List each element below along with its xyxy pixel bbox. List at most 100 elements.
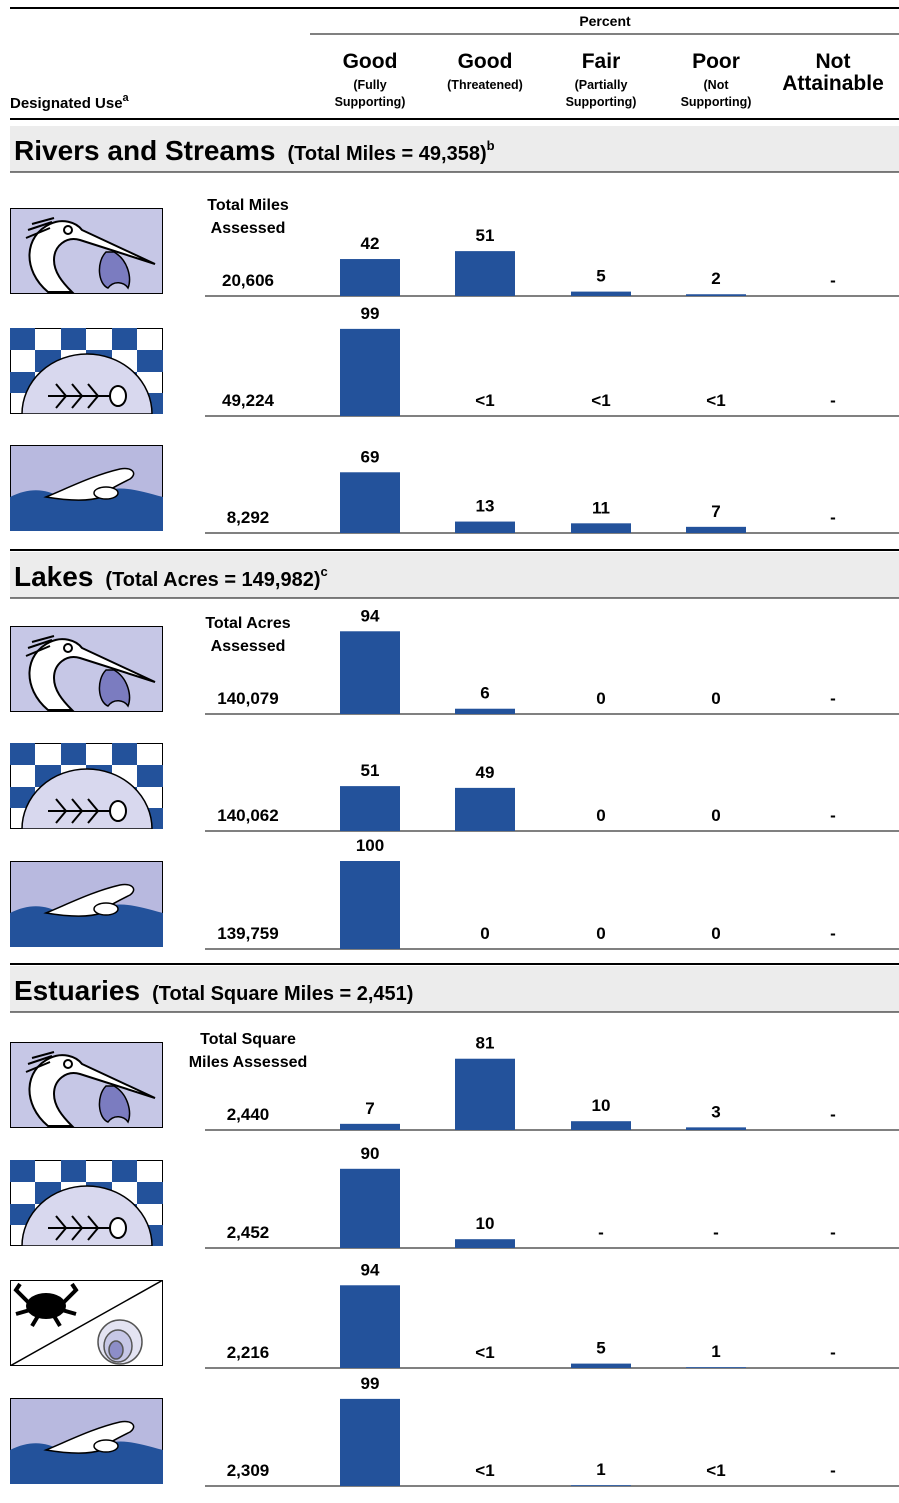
value-label: - (830, 806, 836, 825)
value-label: 90 (361, 1144, 380, 1163)
total-value: 139,759 (217, 924, 278, 943)
use-icon (10, 861, 163, 947)
total-label: Total Square (200, 1031, 296, 1048)
total-value: 2,216 (227, 1343, 270, 1362)
section-band (10, 966, 899, 1012)
bar (571, 523, 631, 533)
bar (340, 1168, 400, 1248)
section-title: Estuaries (14, 975, 140, 1006)
value-label: - (598, 1223, 604, 1242)
bar (571, 1485, 631, 1486)
column-title: Good (458, 50, 513, 73)
bar (340, 472, 400, 533)
value-label: - (830, 508, 836, 527)
use-icon (10, 1398, 163, 1484)
use-icon (10, 1042, 163, 1128)
value-label: 100 (356, 836, 384, 855)
section-subtitle: (Total Acres = 149,982) (105, 569, 320, 591)
total-value: 2,440 (227, 1105, 270, 1124)
column-title: Poor (692, 50, 740, 73)
total-label: Assessed (211, 220, 286, 237)
use-icon (10, 626, 163, 712)
total-value: 8,292 (227, 508, 270, 527)
bar (340, 259, 400, 296)
value-label: - (830, 1105, 836, 1124)
section-heading: Lakes (Total Acres = 149,982)c (14, 561, 328, 592)
bar (571, 1121, 631, 1130)
footnote-mark: a (123, 92, 130, 104)
value-label: <1 (475, 1461, 494, 1480)
use-icon (10, 1280, 163, 1366)
section-title: Lakes (14, 561, 93, 592)
column-subtitle: Supporting) (335, 95, 406, 109)
value-label: 99 (361, 1374, 380, 1393)
value-label: 0 (480, 924, 489, 943)
column-title: Fair (582, 50, 621, 73)
value-label: 49 (476, 763, 495, 782)
value-label: 1 (711, 1342, 720, 1361)
value-label: - (830, 924, 836, 943)
value-label: 0 (596, 924, 605, 943)
bar (686, 1127, 746, 1130)
section-subtitle: (Total Miles = 49,358) (287, 143, 486, 165)
bar (340, 1398, 400, 1486)
value-label: 42 (361, 234, 380, 253)
value-label: 0 (596, 689, 605, 708)
value-label: 0 (596, 806, 605, 825)
bar (455, 1239, 515, 1248)
bar (340, 631, 400, 714)
value-label: - (830, 271, 836, 290)
use-icon (10, 445, 163, 531)
column-subtitle: (Fully (353, 78, 386, 92)
total-label: Assessed (211, 638, 286, 655)
total-value: 140,062 (217, 806, 278, 825)
value-label: 13 (476, 497, 495, 516)
designated-use: Designated Usea (10, 92, 130, 112)
value-label: 0 (711, 924, 720, 943)
value-label: 11 (592, 498, 610, 517)
bar (340, 861, 400, 949)
section-band (10, 552, 899, 598)
bar (455, 708, 515, 714)
value-label: 2 (711, 269, 720, 288)
bar (340, 786, 400, 831)
column-subtitle: (Partially (575, 78, 628, 92)
value-label: 81 (476, 1034, 495, 1053)
value-label: 0 (711, 689, 720, 708)
value-label: <1 (591, 391, 610, 410)
total-value: 2,309 (227, 1461, 270, 1480)
value-label: 10 (592, 1096, 611, 1115)
column-subtitle: Supporting) (681, 95, 752, 109)
section-heading: Estuaries (Total Square Miles = 2,451) (14, 975, 413, 1006)
bar (455, 251, 515, 296)
value-label: 51 (361, 761, 380, 780)
use-icon (10, 743, 163, 829)
value-label: <1 (706, 391, 725, 410)
value-label: - (830, 391, 836, 410)
footnote-mark: b (487, 138, 495, 153)
total-value: 49,224 (222, 391, 275, 410)
total-label: Total Acres (205, 615, 290, 632)
value-label: 6 (480, 684, 489, 703)
column-subtitle: (Threatened) (447, 78, 523, 92)
value-label: <1 (706, 1461, 725, 1480)
use-icon (10, 1160, 163, 1246)
total-value: 20,606 (222, 271, 274, 290)
bar (455, 521, 515, 533)
value-label: 99 (361, 304, 380, 323)
value-label: 10 (476, 1214, 495, 1233)
value-label: 3 (711, 1102, 720, 1121)
value-label: 0 (711, 806, 720, 825)
bar (571, 291, 631, 296)
bar (340, 1123, 400, 1130)
footnote-mark: c (321, 564, 328, 579)
percent-label: Percent (579, 13, 631, 29)
bar (686, 1367, 746, 1368)
bar (340, 328, 400, 416)
value-label: 5 (596, 1339, 605, 1358)
total-label: Total Miles (207, 197, 289, 214)
value-label: - (830, 1223, 836, 1242)
value-label: 7 (711, 502, 720, 521)
total-value: 140,079 (217, 689, 278, 708)
